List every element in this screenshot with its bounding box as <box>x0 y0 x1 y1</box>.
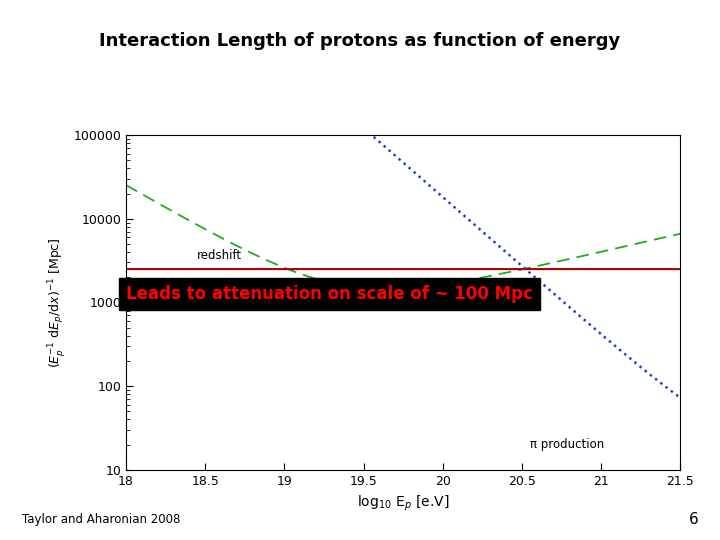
X-axis label: log$_{10}$ E$_p$ [e.V]: log$_{10}$ E$_p$ [e.V] <box>357 493 449 512</box>
Text: 6: 6 <box>688 511 698 526</box>
Text: Leads to attenuation on scale of ~ 100 Mpc: Leads to attenuation on scale of ~ 100 M… <box>126 285 533 303</box>
Text: π production: π production <box>530 438 604 451</box>
Text: redshift: redshift <box>197 249 243 262</box>
Text: Taylor and Aharonian 2008: Taylor and Aharonian 2008 <box>22 514 180 526</box>
Y-axis label: $(E_p^{-1}$ d$E_p$/d$x)^{-1}$ [Mpc]: $(E_p^{-1}$ d$E_p$/d$x)^{-1}$ [Mpc] <box>45 237 68 368</box>
Text: Interaction Length of protons as function of energy: Interaction Length of protons as functio… <box>99 32 621 50</box>
